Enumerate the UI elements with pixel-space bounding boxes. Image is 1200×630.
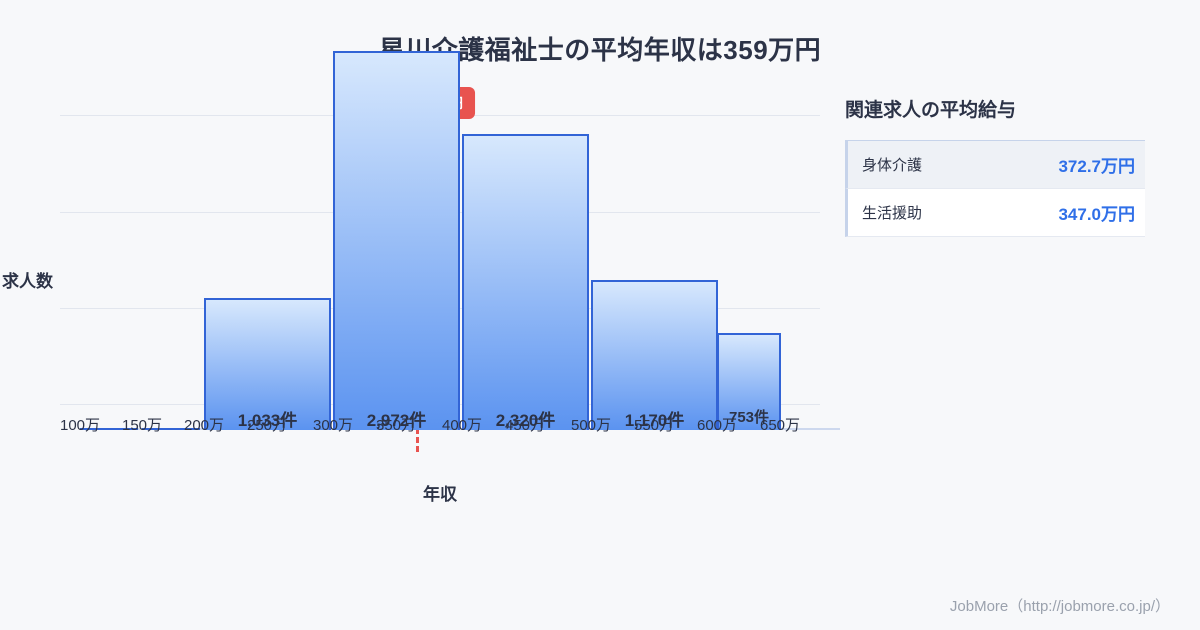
table-row: 身体介護 372.7万円 xyxy=(845,141,1145,189)
salary-panel-title: 関連求人の平均給与 xyxy=(845,95,1145,122)
salary-panel: 関連求人の平均給与 身体介護 372.7万円 生活援助 347.0万円 xyxy=(845,95,1145,237)
yaxis-label: 求人数 xyxy=(2,267,53,292)
row-label: 身体介護 xyxy=(862,154,922,175)
bar-plot: 1,033件 2,972件 2,320件 1,170件 753件 xyxy=(80,50,820,430)
chart-area: 平均: 359万円 求人数 1,033件 2,972件 2,320件 1,170… xyxy=(60,95,820,525)
x-tick-label: 300万 xyxy=(313,414,353,435)
x-tick-label: 400万 xyxy=(442,414,482,435)
x-axis: 100万 150万 200万 250万 300万 350万 400万 450万 … xyxy=(80,432,820,452)
x-tick-label: 600万 xyxy=(697,414,737,435)
row-label: 生活援助 xyxy=(862,202,922,223)
salary-table: 身体介護 372.7万円 生活援助 347.0万円 xyxy=(845,140,1145,237)
row-value: 372.7万円 xyxy=(1058,152,1145,177)
footer-text: JobMore（http://jobmore.co.jp/） xyxy=(950,595,1170,616)
x-tick-label: 500万 xyxy=(571,414,611,435)
row-value: 347.0万円 xyxy=(1058,200,1145,225)
xaxis-label: 年収 xyxy=(60,480,820,505)
histogram-bar[interactable] xyxy=(462,134,589,430)
x-tick-label: 200万 xyxy=(184,414,224,435)
x-tick-label: 100万 xyxy=(60,414,100,435)
x-tick-label: 150万 xyxy=(122,414,162,435)
x-tick-label: 550万 xyxy=(634,414,674,435)
x-tick-label: 650万 xyxy=(760,414,800,435)
histogram-bar[interactable] xyxy=(333,51,460,430)
x-tick-label: 450万 xyxy=(505,414,545,435)
x-tick-label: 250万 xyxy=(247,414,287,435)
table-row: 生活援助 347.0万円 xyxy=(845,189,1145,237)
x-tick-label: 350万 xyxy=(376,414,416,435)
